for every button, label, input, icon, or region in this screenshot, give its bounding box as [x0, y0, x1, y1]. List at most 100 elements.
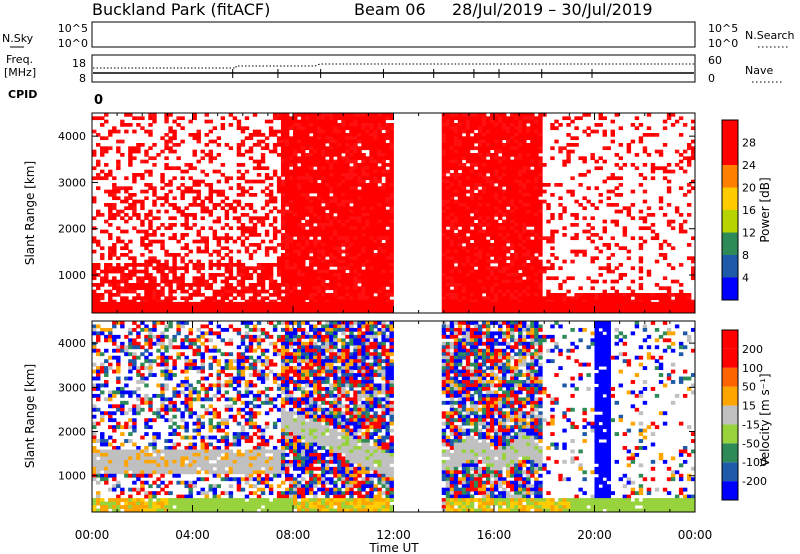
power-cell [164, 119, 169, 124]
power-cell [445, 223, 451, 227]
power-cell [662, 213, 668, 217]
power-cell [180, 139, 185, 144]
power-cell [385, 259, 390, 264]
power-cell [365, 236, 370, 241]
power-cell [441, 189, 447, 194]
power-cell [373, 296, 378, 301]
power-cell [148, 286, 153, 291]
power-cell [461, 153, 467, 157]
power-cell [678, 186, 684, 191]
power-cell [498, 119, 503, 124]
power-cell [538, 276, 543, 281]
power-cell [349, 213, 354, 217]
power-cell [345, 119, 350, 124]
power-cell [502, 223, 507, 227]
power-cell [522, 153, 527, 157]
power-cell [116, 266, 121, 271]
power-cell [284, 246, 290, 251]
colorbar-frame [721, 119, 739, 301]
power-cell [361, 213, 366, 217]
power-cell [522, 123, 527, 127]
power-cell [514, 199, 519, 204]
power-cell [578, 249, 583, 254]
power-cell [530, 139, 535, 144]
power-cell [369, 156, 374, 161]
power-cell [526, 223, 531, 227]
power-cell [124, 243, 129, 247]
power-cell [317, 173, 322, 177]
power-cell [377, 256, 382, 261]
power-cell [172, 233, 177, 237]
power-cell [377, 153, 382, 157]
power-cell [284, 293, 290, 297]
power-cell [132, 203, 137, 207]
power-cell [662, 296, 668, 301]
power-cell [638, 243, 644, 247]
power-cell [481, 173, 487, 177]
power-cell [317, 136, 322, 141]
power-cell [120, 246, 125, 251]
power-cell [325, 173, 330, 177]
power-cell [325, 176, 330, 181]
power-cell [453, 129, 459, 134]
power-cell [224, 283, 230, 287]
power-cell [670, 266, 676, 271]
power-cell [188, 259, 193, 264]
power-cell [220, 189, 226, 194]
power-cell [204, 183, 209, 187]
power-cell [570, 299, 575, 304]
power-cell [473, 119, 479, 124]
power-cell [232, 286, 238, 291]
power-cell [618, 209, 624, 214]
power-cell [104, 189, 109, 194]
power-cell [457, 263, 463, 267]
power-cell [192, 189, 197, 194]
power-cell [104, 279, 109, 284]
power-cell [502, 269, 507, 274]
power-cell [341, 276, 346, 281]
power-cell [546, 293, 551, 297]
power-cell [373, 206, 378, 211]
power-cell [373, 156, 378, 161]
power-cell [534, 203, 539, 207]
power-cell [264, 186, 270, 191]
power-cell [485, 299, 491, 304]
power-cell [373, 273, 378, 277]
power-cell [104, 163, 109, 167]
power-cell [244, 229, 250, 234]
power-cell [481, 236, 487, 241]
power-cell [373, 286, 378, 291]
power-cell [473, 139, 479, 144]
power-cell [252, 113, 258, 117]
power-cell [445, 239, 451, 244]
power-cell [498, 196, 503, 201]
power-cell [333, 139, 338, 144]
power-cell [252, 233, 258, 237]
power-cell [224, 216, 230, 221]
power-cell [301, 226, 306, 231]
power-cell [353, 289, 358, 294]
power-cell [373, 126, 378, 131]
power-cell [646, 113, 652, 117]
power-cell [489, 113, 495, 117]
power-cell [385, 133, 390, 137]
power-cell [341, 156, 346, 161]
power-cell [389, 276, 394, 281]
power-cell [550, 126, 555, 131]
power-cell [506, 166, 511, 171]
power-cell [361, 176, 366, 181]
power-cell [498, 276, 503, 281]
power-cell [353, 229, 358, 234]
power-cell [534, 169, 539, 174]
power-cell [477, 126, 483, 131]
power-cell [224, 179, 230, 184]
power-cell [686, 203, 692, 207]
power-cell [309, 173, 314, 177]
power-cell [353, 209, 358, 214]
power-cell [284, 216, 290, 221]
power-cell [570, 296, 575, 301]
power-cell [361, 249, 366, 254]
power-cell [686, 299, 692, 304]
power-cell [288, 273, 294, 277]
power-cell [321, 173, 326, 177]
